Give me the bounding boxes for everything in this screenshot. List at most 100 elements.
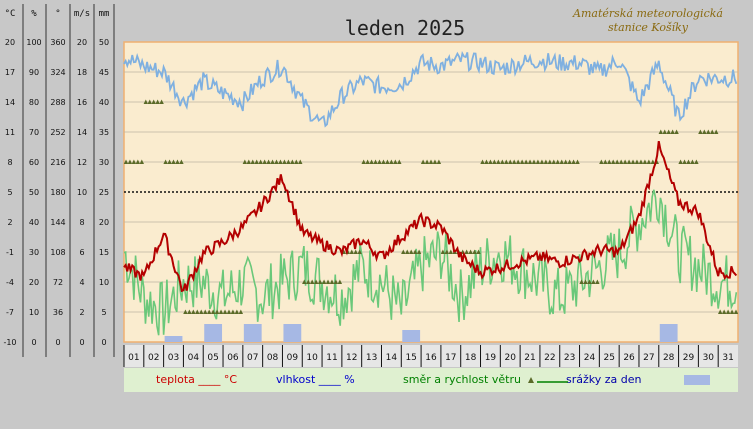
wind-direction-marker	[306, 279, 311, 284]
axis-tick-humidity: 30	[29, 248, 39, 257]
day-label: 17	[445, 353, 456, 363]
wind-direction-marker	[440, 249, 446, 254]
axis-tick-temperature: 2	[7, 218, 12, 227]
wind-direction-marker	[583, 279, 588, 284]
wind-direction-marker	[401, 249, 406, 254]
wind-direction-marker	[496, 159, 501, 164]
day-label: 19	[485, 353, 497, 363]
wind-direction-marker	[706, 129, 711, 134]
wind-direction-marker	[135, 159, 141, 164]
wind-direction-marker	[436, 159, 442, 164]
wind-direction-markers	[123, 99, 739, 314]
legend-label: teplota ____ °C	[156, 373, 237, 386]
day-label: 06	[227, 353, 239, 363]
wind-direction-marker	[258, 159, 263, 164]
wind-direction-marker	[408, 249, 414, 254]
wind-direction-marker	[357, 249, 362, 254]
day-label: 09	[287, 353, 299, 363]
wind-direction-marker	[630, 159, 636, 164]
wind-direction-marker	[702, 129, 707, 134]
axis-tick-precipitation: 20	[99, 218, 109, 227]
wind-direction-marker	[432, 159, 438, 164]
day-label: 26	[623, 353, 635, 363]
wind-direction-marker	[591, 279, 596, 284]
wind-direction-marker	[127, 159, 133, 164]
wind-direction-marker	[725, 309, 731, 314]
wind-direction-marker	[294, 159, 299, 164]
wind-direction-marker	[535, 159, 541, 164]
wind-direction-marker	[638, 159, 644, 164]
wind-direction-marker	[642, 159, 648, 164]
day-label: 11	[326, 353, 337, 363]
day-label: 23	[564, 353, 575, 363]
wind-direction-marker	[424, 159, 430, 164]
axis-tick-humidity: 80	[29, 98, 39, 107]
axis-tick-wind-direction: 360	[50, 38, 65, 47]
axis-tick-wind-direction: 144	[50, 218, 65, 227]
wind-direction-marker	[733, 309, 739, 314]
wind-direction-marker	[713, 129, 719, 134]
legend-label: vlhkost ____ %	[276, 373, 355, 386]
wind-direction-marker	[290, 159, 295, 164]
day-label: 14	[386, 353, 398, 363]
wind-direction-marker	[678, 159, 683, 164]
axis-tick-humidity: 0	[31, 338, 36, 347]
wind-direction-marker	[298, 159, 303, 164]
wind-direction-marker	[234, 309, 240, 314]
day-label: 12	[346, 353, 357, 363]
wind-direction-marker	[567, 159, 572, 164]
precip-bar	[204, 324, 223, 342]
wind-direction-marker	[527, 159, 533, 164]
wind-direction-marker	[131, 159, 137, 164]
day-label: 27	[643, 353, 654, 363]
wind-direction-marker	[428, 159, 434, 164]
axis-tick-temperature: -7	[6, 308, 14, 317]
wind-direction-marker	[416, 249, 422, 254]
wind-direction-marker	[555, 159, 560, 164]
day-label: 05	[207, 353, 218, 363]
wind-direction-marker	[444, 249, 450, 254]
humidity-series	[123, 50, 738, 128]
wind-direction-marker	[500, 159, 505, 164]
wind-direction-marker	[690, 159, 695, 164]
wind-direction-marker	[199, 309, 204, 314]
wind-direction-marker	[480, 159, 485, 164]
wind-direction-marker	[246, 159, 251, 164]
wind-direction-marker	[183, 309, 188, 314]
wind-direction-marker	[389, 159, 394, 164]
wind-direction-marker	[238, 309, 244, 314]
wind-direction-marker	[519, 159, 525, 164]
axis-tick-temperature: 14	[5, 98, 15, 107]
axis-tick-wind-direction: 324	[50, 68, 65, 77]
wind-direction-marker	[674, 129, 679, 134]
wind-direction-marker	[397, 159, 402, 164]
station-name-line1: Amatérská meteorologická	[572, 7, 723, 20]
wind-direction-marker	[603, 159, 608, 164]
day-label: 22	[544, 353, 555, 363]
axis-tick-precipitation: 35	[99, 128, 109, 137]
wind-direction-marker	[547, 159, 553, 164]
wind-direction-marker	[618, 159, 624, 164]
wind-direction-marker	[163, 159, 168, 164]
wind-direction-marker	[325, 279, 331, 284]
wind-direction-marker	[206, 309, 212, 314]
day-label: 03	[168, 353, 179, 363]
wind-direction-marker	[579, 279, 584, 284]
legend-label: směr a rychlost větru	[403, 373, 521, 386]
wind-direction-marker	[139, 159, 145, 164]
wind-direction-marker	[698, 129, 703, 134]
legend-precip-swatch	[684, 375, 710, 385]
day-label: 25	[604, 353, 615, 363]
axis-tick-precipitation: 10	[99, 278, 109, 287]
wind-direction-marker	[729, 309, 735, 314]
day-label: 15	[405, 353, 416, 363]
axis-tick-precipitation: 15	[99, 248, 109, 257]
wind-direction-marker	[662, 129, 667, 134]
wind-direction-marker	[369, 159, 374, 164]
plot-area	[123, 41, 739, 343]
wind-direction-marker	[250, 159, 255, 164]
day-label: 01	[128, 353, 139, 363]
day-label: 31	[722, 353, 733, 363]
wind-direction-marker	[634, 159, 640, 164]
wind-direction-marker	[302, 279, 307, 284]
